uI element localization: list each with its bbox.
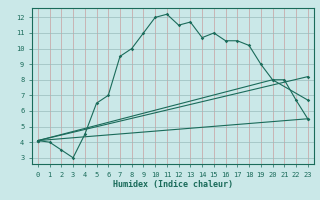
X-axis label: Humidex (Indice chaleur): Humidex (Indice chaleur) [113,180,233,189]
